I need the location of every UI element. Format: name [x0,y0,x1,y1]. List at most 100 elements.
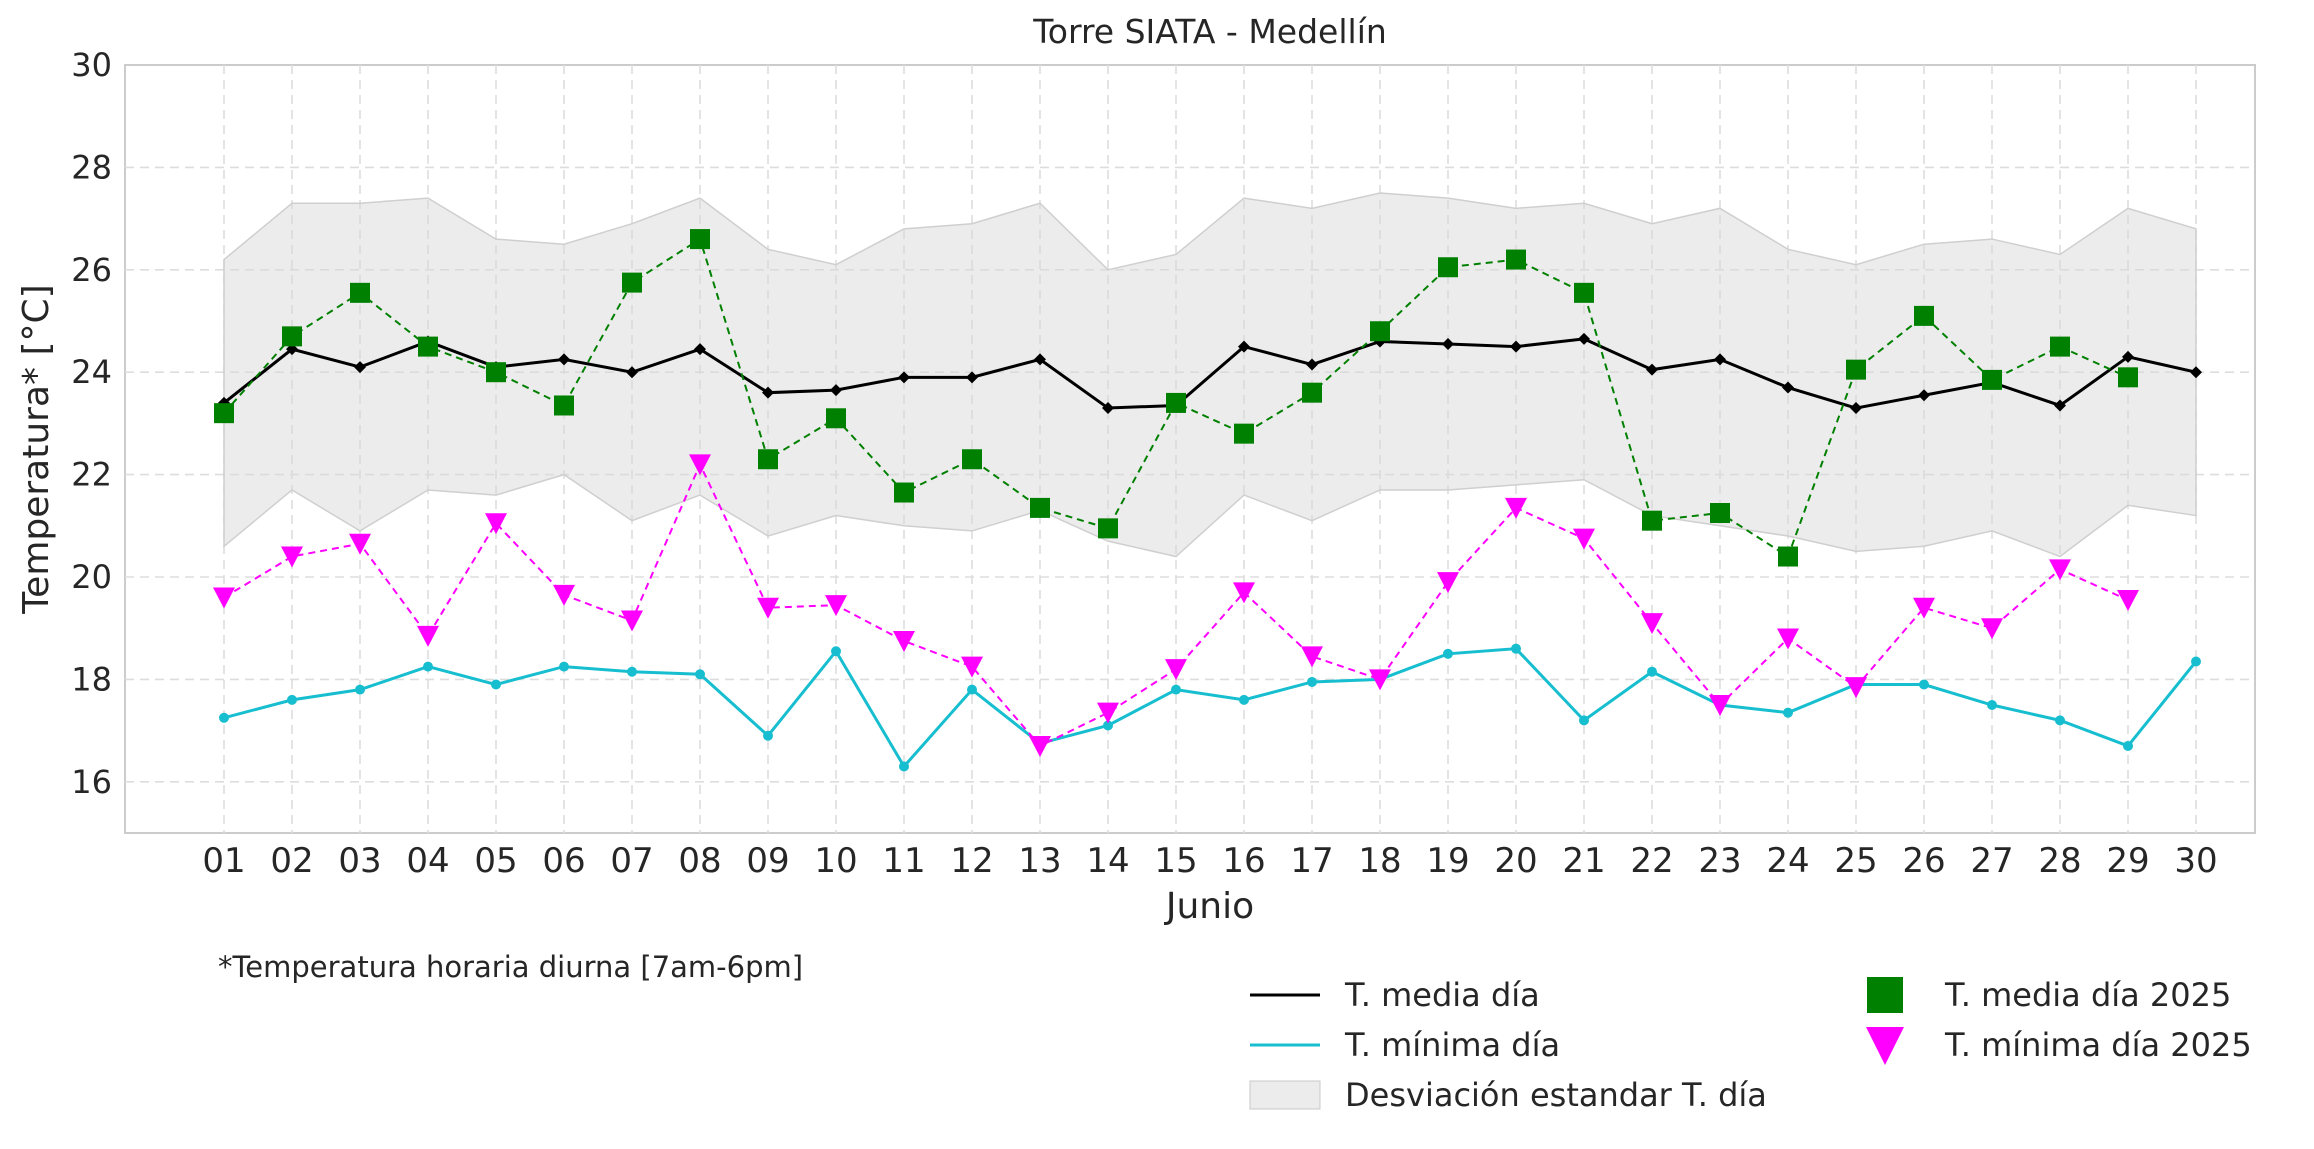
x-tick-label: 17 [1290,841,1333,881]
data-point [1306,358,1318,371]
data-point [894,482,914,503]
legend: T. media día T. mínima día Desviación es… [1249,976,2252,1114]
data-point [1097,702,1119,724]
data-point [1574,282,1594,303]
series-line [223,337,2197,410]
data-point [1442,338,1454,351]
footnote: *Temperatura horaria diurna [7am-6pm] [218,950,803,984]
data-point [559,661,569,672]
data-point [1782,381,1794,394]
x-tick-label: 13 [1018,841,1061,881]
x-tick-label: 04 [406,841,449,881]
data-point [1171,684,1181,695]
x-tick-label: 26 [1902,841,1945,881]
data-point [626,366,638,379]
data-point [690,229,710,250]
data-point [423,661,433,672]
y-tick-labels: 16 18 20 22 24 26 28 30 [71,46,112,801]
y-tick-label: 16 [71,763,112,801]
data-point [554,395,574,416]
legend-label-t-minima: T. mínima día [1344,1026,1560,1064]
data-point [1918,389,1930,402]
x-tick-label: 15 [1154,841,1197,881]
data-point [213,587,235,609]
data-point [621,610,643,632]
x-tick-label: 22 [1630,841,1673,881]
data-point [962,449,982,470]
x-tick-label: 02 [270,841,313,881]
y-tick-label: 18 [71,660,112,698]
data-point [1573,528,1595,550]
x-tick-label: 10 [814,841,857,881]
x-tick-label: 07 [610,841,653,881]
data-point [1578,332,1590,345]
series-t-m-nima-d-a-2025 [213,454,2139,757]
x-tick-label: 27 [1970,841,2013,881]
chart-title: Torre SIATA - Medellín [1032,12,1387,51]
data-point [1647,666,1657,677]
data-point [825,595,847,617]
y-axis-label: Temperatura* [°C] [16,284,57,614]
data-point [830,384,842,397]
data-point [622,272,642,293]
data-point [281,546,303,568]
data-point [1302,382,1322,403]
data-point [1165,659,1187,681]
data-point [1370,321,1390,342]
data-point [689,454,711,476]
data-point [354,361,366,374]
series-t-media-d-a-2025 [214,229,2138,567]
data-point [1307,676,1317,687]
data-point [418,336,438,357]
y-tick-label: 26 [71,251,112,289]
data-point [1511,643,1521,654]
x-tick-label: 30 [2174,841,2217,881]
data-point [961,656,983,678]
y-tick-label: 30 [71,46,112,84]
data-point [1845,677,1867,699]
data-point [349,533,371,555]
data-point [831,646,841,657]
data-point [2050,336,2070,357]
data-point [1778,546,1798,567]
data-point [1166,392,1186,413]
data-point [1239,694,1249,705]
y-tick-label: 24 [71,353,112,391]
data-point [558,353,570,366]
data-point [1505,497,1527,519]
x-tick-label: 08 [678,841,721,881]
data-point [1029,735,1051,757]
data-point [282,326,302,347]
series-layer [213,229,2202,772]
x-tick-label: 11 [882,841,925,881]
data-point [627,666,637,677]
data-point [1710,503,1730,523]
data-point [491,679,501,690]
data-point [350,282,370,303]
data-point [1437,572,1459,594]
data-point [486,362,506,383]
data-point [967,684,977,695]
data-point [2191,656,2201,667]
data-point [1438,257,1458,278]
data-point [1301,646,1323,668]
data-point [417,625,439,647]
x-tick-label: 18 [1358,841,1401,881]
x-tick-label: 12 [950,841,993,881]
x-tick-label: 03 [338,841,381,881]
legend-label-t-media: T. media día [1344,976,1540,1014]
data-point [1987,700,1997,710]
data-point [1850,402,1862,415]
data-point [1642,510,1662,531]
data-point [2055,715,2065,726]
data-point [1709,695,1731,716]
data-point [1030,497,1050,518]
data-point [1443,648,1453,659]
data-point [893,631,915,652]
x-tick-label: 06 [542,841,585,881]
legend-marker-t-media-2025 [1867,977,1903,1013]
data-point [763,730,773,741]
data-point [1238,340,1250,353]
